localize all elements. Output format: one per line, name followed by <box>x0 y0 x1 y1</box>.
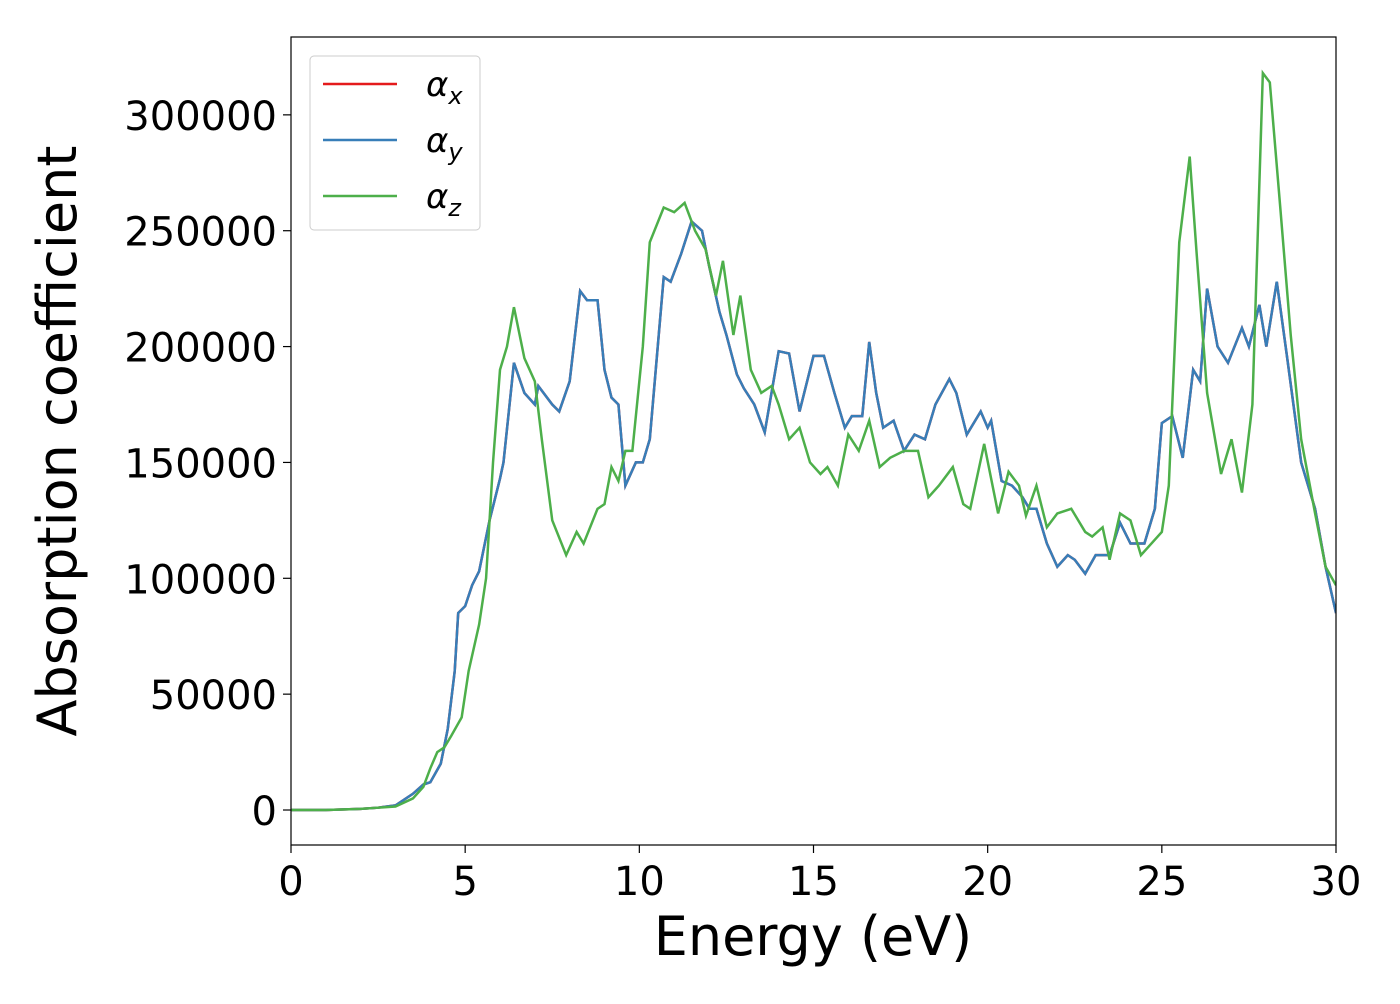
x-tick-label: 10 <box>614 859 665 905</box>
y-tick-label: 100000 <box>124 557 277 603</box>
y-axis-label: Absorption coefficient <box>26 146 89 737</box>
x-tick-label: 15 <box>788 859 839 905</box>
series-line <box>291 69 1336 812</box>
y-tick-label: 300000 <box>124 94 277 140</box>
series-line <box>291 219 1336 812</box>
y-tick-label: 250000 <box>124 210 277 256</box>
y-tick-label: 0 <box>252 789 277 835</box>
x-tick-label: 20 <box>962 859 1013 905</box>
y-tick-label: 200000 <box>124 326 277 372</box>
x-tick-label: 5 <box>452 859 477 905</box>
x-tick-label: 30 <box>1311 859 1362 905</box>
legend-label: αz <box>426 177 462 222</box>
legend-label: αx <box>426 65 463 110</box>
x-tick-label: 25 <box>1136 859 1187 905</box>
plot-frame <box>290 36 1337 846</box>
legend-label: αy <box>426 121 463 166</box>
x-axis-label: Energy (eV) <box>654 905 973 968</box>
y-tick-label: 150000 <box>124 441 277 487</box>
y-tick-label: 50000 <box>150 673 277 719</box>
legend-box <box>309 55 481 231</box>
x-tick-label: 0 <box>278 859 303 905</box>
